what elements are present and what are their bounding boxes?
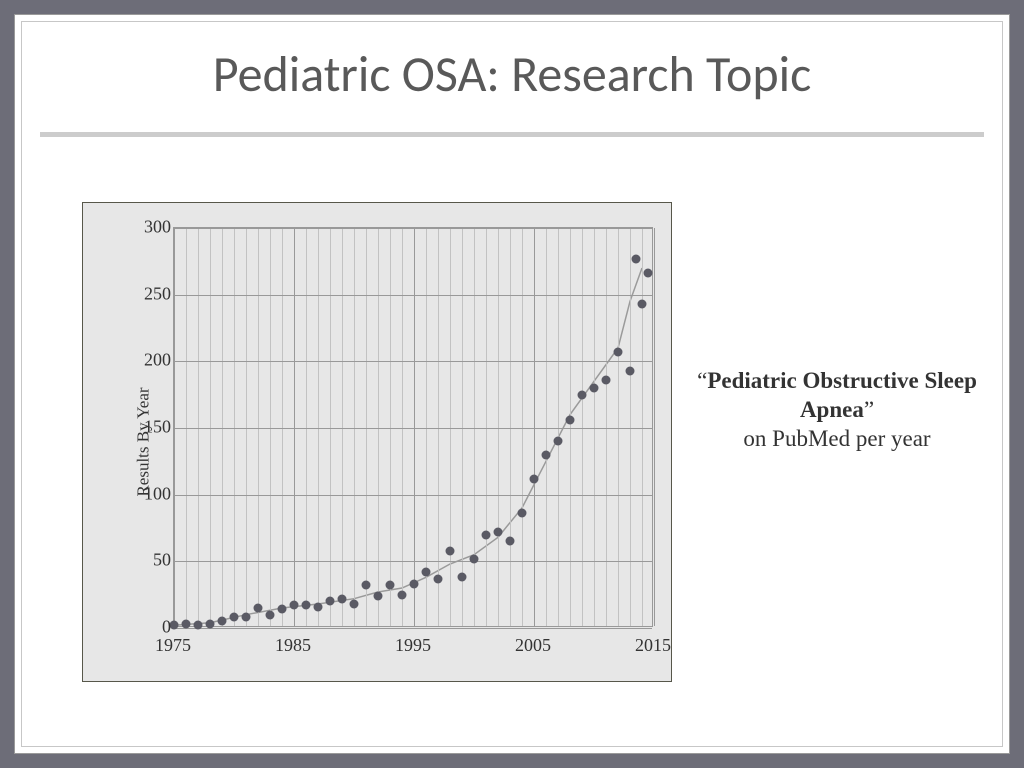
data-point — [398, 590, 407, 599]
data-point — [242, 613, 251, 622]
data-point — [494, 528, 503, 537]
y-axis-label: Results By Year — [134, 387, 154, 496]
data-point — [278, 605, 287, 614]
data-point — [182, 620, 191, 629]
chart-container: Results By Year 050100150200250300 19751… — [82, 202, 672, 682]
annotation-sub: on PubMed per year — [743, 426, 930, 451]
y-tick-label: 100 — [111, 483, 171, 504]
data-point — [374, 592, 383, 601]
y-tick-label: 300 — [111, 217, 171, 238]
annotation-bold: Pediatric Obstructive Sleep Apnea — [707, 368, 977, 422]
data-point — [446, 546, 455, 555]
data-point — [602, 376, 611, 385]
plot-area — [173, 227, 653, 627]
data-point — [230, 613, 239, 622]
data-point — [566, 416, 575, 425]
quote-open: “ — [697, 368, 707, 393]
x-tick-label: 2005 — [515, 635, 551, 656]
y-tick-label: 250 — [111, 283, 171, 304]
data-point — [506, 537, 515, 546]
data-point — [542, 450, 551, 459]
data-point — [590, 384, 599, 393]
data-point — [350, 600, 359, 609]
data-point — [470, 554, 479, 563]
data-point — [632, 254, 641, 263]
data-point — [290, 601, 299, 610]
slide-title: Pediatric OSA: Research Topic — [22, 44, 1002, 105]
y-tick-label: 200 — [111, 350, 171, 371]
data-point — [614, 348, 623, 357]
x-tick-label: 1995 — [395, 635, 431, 656]
data-point — [422, 568, 431, 577]
x-tick-label: 1985 — [275, 635, 311, 656]
data-point — [254, 604, 263, 613]
data-point — [410, 580, 419, 589]
data-point — [362, 581, 371, 590]
data-point — [206, 620, 215, 629]
quote-close: ” — [864, 397, 874, 422]
data-point — [266, 610, 275, 619]
x-tick-label: 1975 — [155, 635, 191, 656]
x-tick-label: 2015 — [635, 635, 671, 656]
data-point — [644, 269, 653, 278]
data-point — [518, 509, 527, 518]
data-point — [326, 597, 335, 606]
data-point — [314, 602, 323, 611]
title-divider — [40, 132, 984, 137]
data-point — [482, 530, 491, 539]
data-point — [554, 437, 563, 446]
data-point — [338, 594, 347, 603]
data-point — [194, 621, 203, 630]
chart-annotation: “Pediatric Obstructive Sleep Apnea” on P… — [672, 367, 1002, 453]
data-point — [530, 474, 539, 483]
data-point — [458, 573, 467, 582]
data-point — [302, 601, 311, 610]
data-point — [218, 617, 227, 626]
data-point — [434, 574, 443, 583]
slide-frame-outer: Pediatric OSA: Research Topic “Pediatric… — [14, 14, 1010, 754]
slide-frame-inner: Pediatric OSA: Research Topic “Pediatric… — [21, 21, 1003, 747]
data-point — [638, 300, 647, 309]
data-point — [386, 581, 395, 590]
data-point — [626, 366, 635, 375]
data-point — [578, 390, 587, 399]
y-tick-label: 50 — [111, 550, 171, 571]
y-tick-label: 150 — [111, 417, 171, 438]
